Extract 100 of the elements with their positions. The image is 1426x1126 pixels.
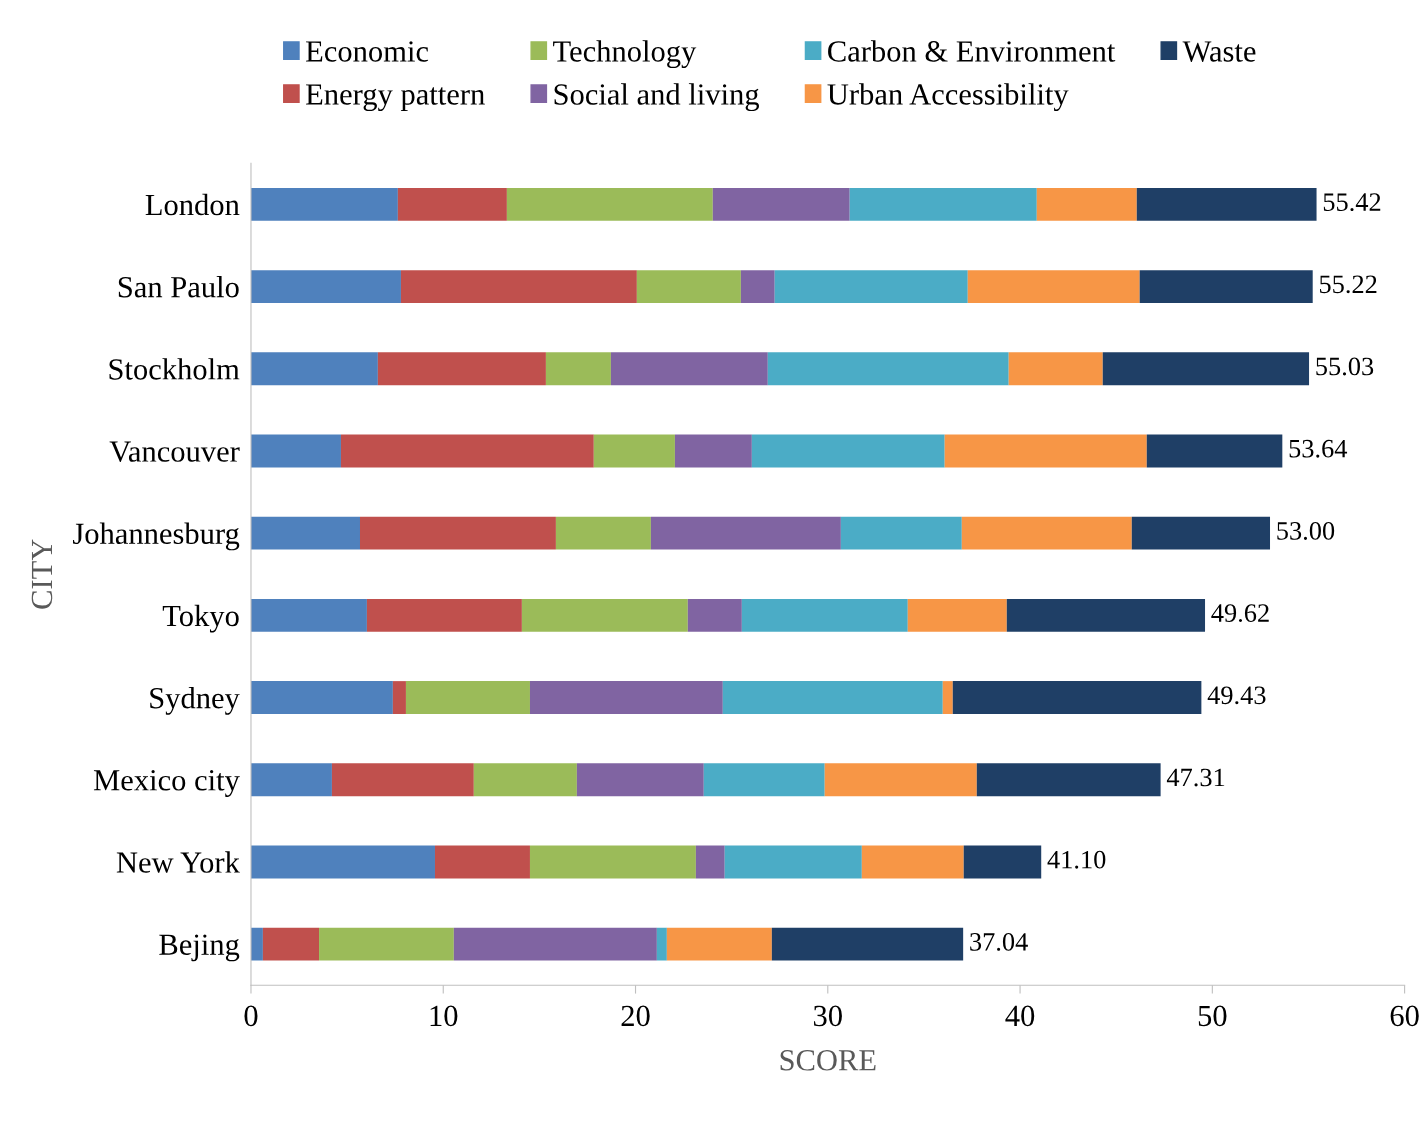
bar (650, 516, 841, 550)
y-tick-label: San Paulo (118, 275, 239, 298)
x-tick-label: 60 (1390, 1005, 1419, 1027)
bar (473, 763, 577, 797)
bar (1136, 187, 1317, 221)
bar (849, 187, 1037, 221)
bar (666, 927, 772, 961)
x-tick-label: 30 (813, 1005, 842, 1027)
legend-label: Economic (306, 41, 429, 62)
bar (434, 845, 530, 879)
bar (942, 681, 953, 714)
bar (656, 927, 667, 961)
bar (250, 434, 341, 468)
bar (397, 187, 507, 221)
x-tick-label: 40 (1005, 1005, 1035, 1027)
total-label: 49.62 (1211, 604, 1269, 623)
bar (944, 434, 1147, 468)
bar (453, 927, 657, 961)
bar (250, 516, 360, 550)
y-tick-label: London (145, 193, 240, 216)
bar (840, 516, 962, 550)
bar (405, 681, 530, 714)
bar (359, 516, 556, 550)
bar (593, 434, 675, 468)
y-tick-label: Stockholm (109, 358, 240, 380)
bar (861, 845, 964, 879)
bar (695, 845, 725, 879)
y-axis-title: CITY (31, 539, 53, 609)
bar (1146, 434, 1283, 468)
bar (250, 187, 398, 221)
total-label: 53.00 (1277, 521, 1335, 540)
bar (250, 763, 332, 797)
y-tick-label: Sydney (150, 686, 240, 715)
bar (529, 681, 723, 714)
legend-label: Carbon & Environment (828, 40, 1116, 62)
bar (771, 927, 964, 961)
legend-label: Technology (553, 40, 697, 69)
x-tick-label: 0 (244, 1005, 258, 1027)
bar (963, 845, 1042, 879)
bar (722, 681, 943, 714)
bar (250, 927, 263, 961)
bar (774, 270, 968, 304)
legend-label: Urban Accessibility (827, 83, 1069, 112)
bar (319, 927, 454, 961)
bar (961, 516, 1132, 550)
bar (340, 434, 594, 468)
bar (610, 352, 768, 386)
bar (1036, 187, 1137, 221)
y-tick-label: Bejing (159, 934, 240, 962)
x-tick-label: 50 (1198, 1005, 1227, 1027)
bar (521, 598, 688, 632)
y-tick-label: Johannesburg (73, 522, 240, 551)
bar (976, 763, 1161, 797)
bar (250, 270, 401, 304)
legend-label: Waste (1182, 41, 1256, 62)
total-label: 53.64 (1289, 439, 1348, 458)
total-label: 41.10 (1047, 850, 1106, 869)
bar (1102, 352, 1310, 386)
legend-label: Energy pattern (306, 84, 485, 112)
bar (250, 845, 435, 879)
bar (636, 270, 741, 304)
bar (506, 187, 713, 221)
total-label: 49.43 (1207, 686, 1266, 705)
bar (1131, 516, 1271, 550)
bar (741, 598, 908, 632)
x-tick-label: 10 (430, 1005, 458, 1027)
bar (250, 681, 393, 714)
bar (740, 270, 775, 304)
bar (555, 516, 651, 550)
bar (331, 763, 474, 797)
y-tick-label: Vancouver (109, 441, 240, 463)
bar (751, 434, 945, 468)
y-tick-label: Mexico city (93, 770, 240, 797)
total-label: 55.03 (1316, 357, 1374, 376)
bar (250, 352, 378, 386)
bar (967, 270, 1140, 304)
bar (824, 763, 977, 797)
bar (366, 598, 522, 632)
legend-label: Social and living (554, 83, 760, 112)
bar (712, 187, 850, 221)
total-label: 55.22 (1320, 275, 1377, 294)
bar (952, 681, 1202, 714)
bar (545, 352, 611, 386)
total-label: 47.31 (1166, 768, 1225, 787)
total-label: 55.42 (1323, 193, 1381, 212)
bar (250, 598, 367, 632)
bar (576, 763, 704, 797)
x-tick-label: 20 (621, 1005, 650, 1027)
bar (392, 681, 406, 714)
bar (724, 845, 862, 879)
bar (1008, 352, 1103, 386)
bar (400, 270, 637, 304)
y-tick-label: New York (116, 851, 240, 873)
bar (1139, 270, 1313, 304)
bar (377, 352, 546, 386)
bar (529, 845, 696, 879)
bar (687, 598, 742, 632)
y-tick-label: Tokyo (162, 604, 239, 633)
bar (907, 598, 1007, 632)
x-axis-title: SCORE (780, 1050, 876, 1071)
